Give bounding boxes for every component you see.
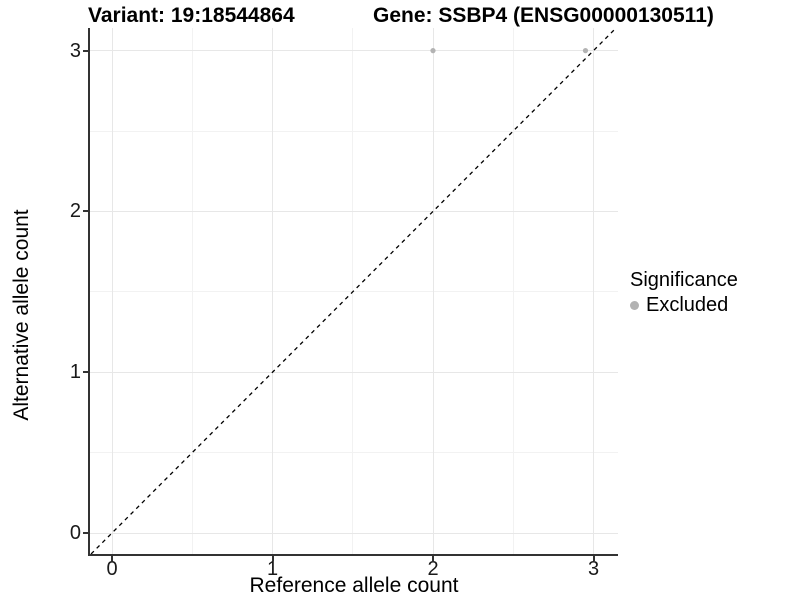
x-tick-mark [592, 556, 595, 561]
y-axis-title: Alternative allele count [10, 209, 33, 421]
gridline-x-minor [191, 28, 193, 554]
x-tick-label: 0 [106, 558, 118, 580]
legend-point-icon [630, 300, 639, 310]
legend-entry: Excluded [630, 294, 738, 316]
y-axis-line [88, 28, 90, 556]
x-axis-title: Reference allele count [249, 574, 459, 597]
plot-title-gene: Gene: SSBP4 (ENSG00000130511) [373, 4, 714, 27]
y-tick-label: 1 [69, 361, 81, 384]
gridline-y-major [90, 210, 618, 212]
y-tick-label: 3 [69, 39, 81, 62]
data-point [430, 48, 436, 54]
x-tick-mark [111, 556, 113, 561]
data-point [582, 48, 589, 54]
gridline-x-major [593, 28, 594, 554]
x-tick-mark [432, 556, 434, 561]
gridline-y-minor [90, 291, 618, 293]
x-tick-label: 1 [266, 558, 279, 580]
gridline-y-major [90, 532, 618, 534]
y-tick-mark [83, 210, 88, 213]
gridline-y-major [90, 371, 618, 373]
y-tick-mark [83, 532, 88, 534]
plot-title-variant: Variant: 19:18544864 [88, 4, 295, 27]
legend: Significance Excluded [630, 268, 738, 316]
legend-title: Significance [630, 269, 738, 291]
y-tick-mark [83, 49, 88, 52]
gridline-x-major [272, 28, 273, 554]
gridline-y-minor [90, 130, 618, 132]
y-tick-label: 0 [69, 522, 81, 544]
legend-entry-label: Excluded [646, 294, 729, 316]
gridline-x-major [432, 28, 434, 554]
gridline-x-major [111, 28, 113, 554]
plot-panel [90, 27, 618, 555]
y-tick-mark [83, 371, 88, 374]
x-tick-label: 2 [427, 558, 439, 580]
gridline-y-major [90, 50, 618, 52]
y-tick-label: 2 [69, 200, 81, 223]
gridline-y-minor [90, 452, 618, 454]
x-tick-mark [271, 556, 274, 561]
x-axis-line [88, 554, 618, 556]
legend-entries: Excluded [630, 294, 738, 316]
plot-layer [90, 27, 617, 555]
x-tick-label: 3 [587, 558, 600, 580]
identity-dashed-line [90, 27, 617, 555]
gridline-x-minor [512, 28, 514, 554]
